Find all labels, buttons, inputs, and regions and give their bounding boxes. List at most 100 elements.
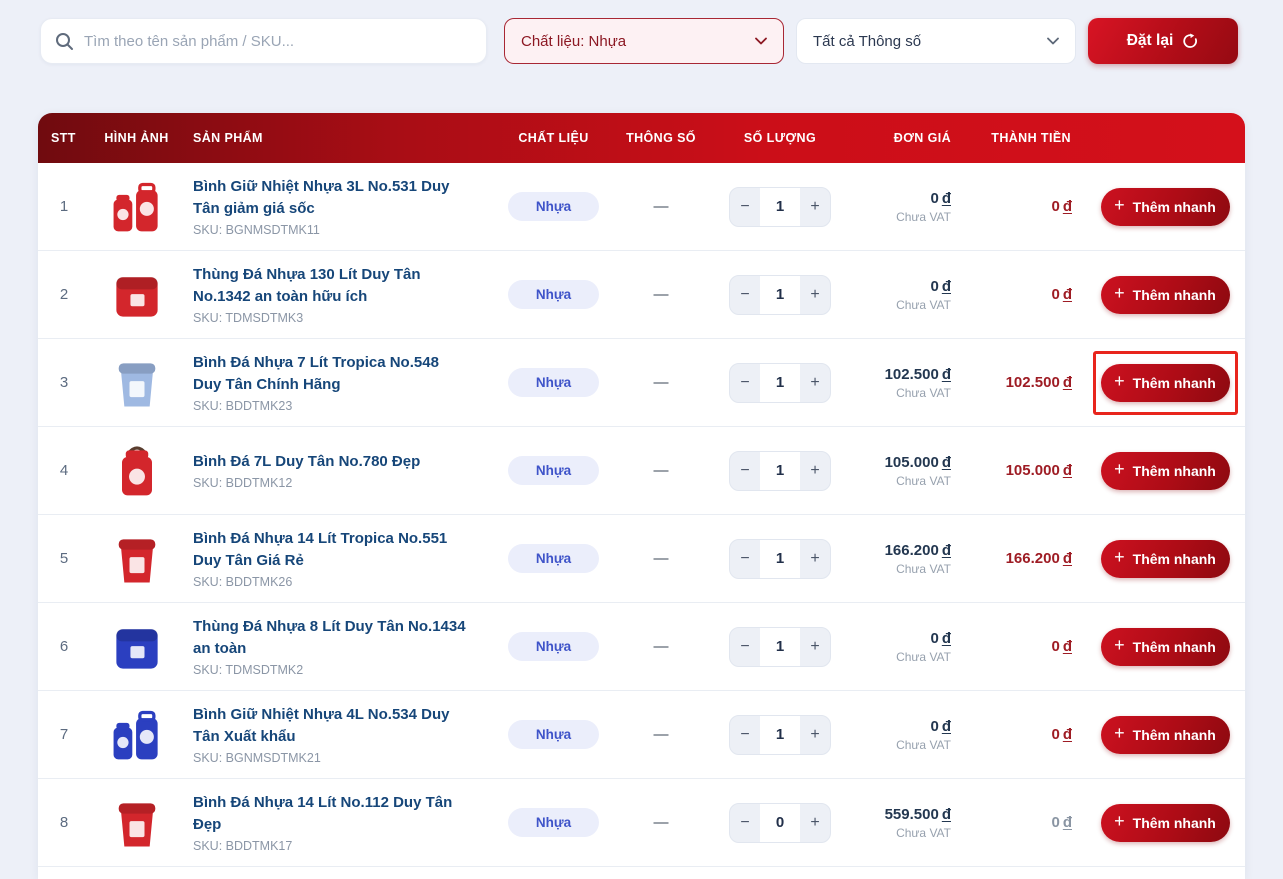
currency-symbol: đ xyxy=(941,805,951,823)
quantity-value[interactable]: 1 xyxy=(760,539,800,578)
decrease-quantity-button[interactable]: − xyxy=(730,716,760,754)
increase-quantity-button[interactable]: + xyxy=(800,540,830,578)
product-name: Thùng Đá Nhựa 8 Lít Duy Tân No.1434 an t… xyxy=(193,618,466,657)
product-image xyxy=(104,438,170,504)
plus-icon: + xyxy=(1114,283,1125,303)
decrease-quantity-button[interactable]: − xyxy=(730,628,760,666)
increase-quantity-button[interactable]: + xyxy=(800,364,830,402)
row-index: 5 xyxy=(59,550,69,567)
row-index: 3 xyxy=(59,374,69,391)
currency-symbol: đ xyxy=(1062,726,1072,743)
quick-add-button[interactable]: + Thêm nhanh xyxy=(1100,715,1230,754)
product-table: STT HÌNH ẢNH SẢN PHẨM CHẤT LIỆU THÔNG SỐ… xyxy=(38,113,1245,879)
product-name: Bình Đá 7L Duy Tân No.780 Đẹp xyxy=(193,453,421,471)
total-price: 166.200 đ xyxy=(1005,550,1072,567)
quantity-value[interactable]: 1 xyxy=(760,627,800,666)
product-image xyxy=(104,702,170,768)
currency-symbol: đ xyxy=(1062,198,1072,215)
spec-filter-select[interactable]: Tất cả Thông số xyxy=(796,18,1076,64)
quick-add-button[interactable]: + Thêm nhanh xyxy=(1100,451,1230,490)
quantity-value[interactable]: 1 xyxy=(760,363,800,402)
product-image xyxy=(104,526,170,592)
increase-quantity-button[interactable]: + xyxy=(800,716,830,754)
product-table-body: 1 Bình Giữ Nhiệt Nhựa 3L No.531 Duy Tân … xyxy=(38,163,1245,867)
search-input[interactable] xyxy=(84,32,472,50)
quantity-stepper[interactable]: − 0 + xyxy=(729,802,831,843)
quick-add-button[interactable]: + Thêm nhanh xyxy=(1100,627,1230,666)
decrease-quantity-button[interactable]: − xyxy=(730,804,760,842)
material-badge: Nhựa xyxy=(507,456,600,485)
search-icon xyxy=(56,32,73,50)
quantity-value[interactable]: 1 xyxy=(760,451,800,490)
decrease-quantity-button[interactable]: − xyxy=(730,364,760,402)
material-badge: Nhựa xyxy=(507,720,600,749)
specs-value: — xyxy=(653,550,669,567)
decrease-quantity-button[interactable]: − xyxy=(730,188,760,226)
product-name: Bình Đá Nhựa 7 Lít Tropica No.548 Duy Tâ… xyxy=(193,354,439,393)
specs-value: — xyxy=(653,198,669,215)
increase-quantity-button[interactable]: + xyxy=(800,804,830,842)
quick-add-button[interactable]: + Thêm nhanh xyxy=(1100,803,1230,842)
action-cell: + Thêm nhanh xyxy=(1092,350,1238,415)
increase-quantity-button[interactable]: + xyxy=(800,452,830,490)
quick-add-button[interactable]: + Thêm nhanh xyxy=(1100,539,1230,578)
material-badge: Nhựa xyxy=(507,192,600,221)
currency-symbol: đ xyxy=(1062,374,1072,391)
quick-add-button[interactable]: + Thêm nhanh xyxy=(1100,187,1230,226)
material-filter-select[interactable]: Chất liệu: Nhựa xyxy=(504,18,784,64)
quick-add-label: Thêm nhanh xyxy=(1132,374,1216,391)
vat-note: Chưa VAT xyxy=(896,385,951,400)
increase-quantity-button[interactable]: + xyxy=(800,188,830,226)
quantity-value[interactable]: 1 xyxy=(760,275,800,314)
row-index: 2 xyxy=(59,286,69,303)
material-badge: Nhựa xyxy=(507,632,600,661)
vat-note: Chưa VAT xyxy=(896,473,951,488)
quantity-stepper[interactable]: − 1 + xyxy=(729,626,831,667)
decrease-quantity-button[interactable]: − xyxy=(730,540,760,578)
product-sku: SKU: TDMSDTMK3 xyxy=(193,310,304,325)
product-sku: SKU: BDDTMK17 xyxy=(193,838,293,853)
product-name: Bình Đá Nhựa 14 Lít No.112 Duy Tân Đẹp xyxy=(193,794,453,833)
row-index: 8 xyxy=(59,814,69,831)
table-row: 1 Bình Giữ Nhiệt Nhựa 3L No.531 Duy Tân … xyxy=(38,163,1245,251)
quantity-value[interactable]: 1 xyxy=(760,187,800,226)
action-cell: + Thêm nhanh xyxy=(1093,615,1238,679)
quick-add-button[interactable]: + Thêm nhanh xyxy=(1100,275,1230,314)
product-sku: SKU: BDDTMK23 xyxy=(193,398,293,413)
search-box[interactable] xyxy=(40,18,487,64)
quantity-value[interactable]: 1 xyxy=(760,715,800,754)
quick-add-button[interactable]: + Thêm nhanh xyxy=(1100,363,1230,402)
quantity-stepper[interactable]: − 1 + xyxy=(729,274,831,315)
product-sku: SKU: TDMSDTMK2 xyxy=(193,662,304,677)
quantity-stepper[interactable]: − 1 + xyxy=(729,186,831,227)
specs-value: — xyxy=(653,374,669,391)
reset-button-label: Đặt lại xyxy=(1126,32,1174,49)
material-badge: Nhựa xyxy=(507,808,600,837)
increase-quantity-button[interactable]: + xyxy=(800,276,830,314)
product-sku: SKU: BGNMSDTMK21 xyxy=(193,750,321,765)
vat-note: Chưa VAT xyxy=(896,561,951,576)
product-image xyxy=(104,790,170,856)
action-cell: + Thêm nhanh xyxy=(1093,263,1238,327)
increase-quantity-button[interactable]: + xyxy=(800,628,830,666)
quantity-stepper[interactable]: − 1 + xyxy=(729,450,831,491)
total-price: 105.000 đ xyxy=(1005,462,1072,479)
currency-symbol: đ xyxy=(941,629,951,647)
currency-symbol: đ xyxy=(941,365,951,383)
product-name: Thùng Đá Nhựa 130 Lít Duy Tân No.1342 an… xyxy=(193,266,421,305)
decrease-quantity-button[interactable]: − xyxy=(730,276,760,314)
quantity-value[interactable]: 0 xyxy=(760,803,800,842)
currency-symbol: đ xyxy=(1062,462,1072,479)
reset-button[interactable]: Đặt lại xyxy=(1088,18,1238,64)
quantity-stepper[interactable]: − 1 + xyxy=(729,362,831,403)
quantity-stepper[interactable]: − 1 + xyxy=(729,714,831,755)
quantity-stepper[interactable]: − 1 + xyxy=(729,538,831,579)
vat-note: Chưa VAT xyxy=(896,737,951,752)
unit-price: 105.000 đ xyxy=(884,453,951,471)
decrease-quantity-button[interactable]: − xyxy=(730,452,760,490)
spec-filter-value: Tất cả Thông số xyxy=(813,32,922,50)
